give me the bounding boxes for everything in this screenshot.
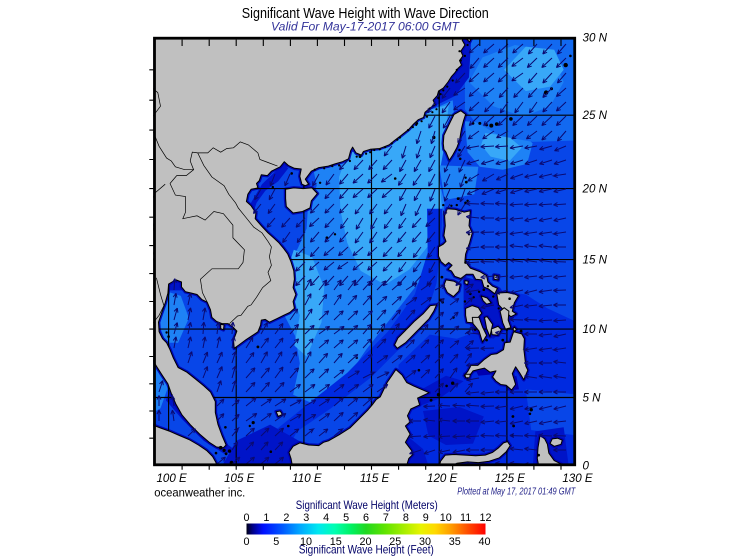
svg-text:15 N: 15 N — [583, 254, 608, 267]
svg-text:4: 4 — [323, 512, 329, 524]
svg-text:Plotted at May 17, 2017 01:49: Plotted at May 17, 2017 01:49 GMT — [457, 486, 576, 497]
svg-text:15: 15 — [330, 536, 342, 548]
svg-text:25: 25 — [389, 536, 401, 548]
svg-text:110 E: 110 E — [292, 472, 322, 485]
svg-text:Valid For May-17-2017 06:00 GM: Valid For May-17-2017 06:00 GMT — [271, 20, 460, 34]
svg-text:5: 5 — [343, 512, 349, 524]
svg-text:20: 20 — [359, 536, 371, 548]
svg-text:7: 7 — [383, 512, 389, 524]
svg-text:20 N: 20 N — [582, 183, 608, 196]
svg-text:1: 1 — [263, 512, 269, 524]
svg-text:105 E: 105 E — [224, 472, 255, 485]
svg-text:5 N: 5 N — [583, 391, 602, 404]
svg-text:12: 12 — [480, 512, 492, 524]
svg-text:125 E: 125 E — [495, 472, 526, 485]
svg-text:0: 0 — [243, 512, 249, 524]
svg-text:25 N: 25 N — [582, 109, 608, 122]
svg-text:8: 8 — [403, 512, 409, 524]
svg-text:120 E: 120 E — [427, 472, 458, 485]
svg-text:6: 6 — [363, 512, 369, 524]
svg-text:9: 9 — [423, 512, 429, 524]
svg-text:130 E: 130 E — [562, 472, 593, 485]
svg-text:35: 35 — [449, 536, 461, 548]
svg-text:5: 5 — [273, 536, 279, 548]
svg-text:3: 3 — [303, 512, 309, 524]
svg-text:40: 40 — [478, 536, 490, 548]
svg-text:30: 30 — [419, 536, 431, 548]
svg-text:11: 11 — [460, 512, 471, 524]
svg-text:0: 0 — [583, 459, 590, 472]
svg-text:10: 10 — [300, 536, 312, 548]
svg-text:0: 0 — [243, 536, 249, 548]
svg-text:Significant Wave Height (Meter: Significant Wave Height (Meters) — [296, 498, 438, 512]
svg-text:2: 2 — [283, 512, 289, 524]
svg-text:oceanweather inc.: oceanweather inc. — [154, 485, 245, 499]
svg-text:Significant Wave Height (Feet): Significant Wave Height (Feet) — [299, 543, 434, 557]
svg-text:115 E: 115 E — [360, 472, 390, 485]
svg-text:10: 10 — [440, 512, 452, 524]
svg-text:10 N: 10 N — [583, 323, 608, 336]
svg-text:30 N: 30 N — [583, 32, 608, 45]
svg-text:100 E: 100 E — [156, 472, 187, 485]
svg-text:Significant Wave Height with W: Significant Wave Height with Wave Direct… — [242, 6, 489, 22]
